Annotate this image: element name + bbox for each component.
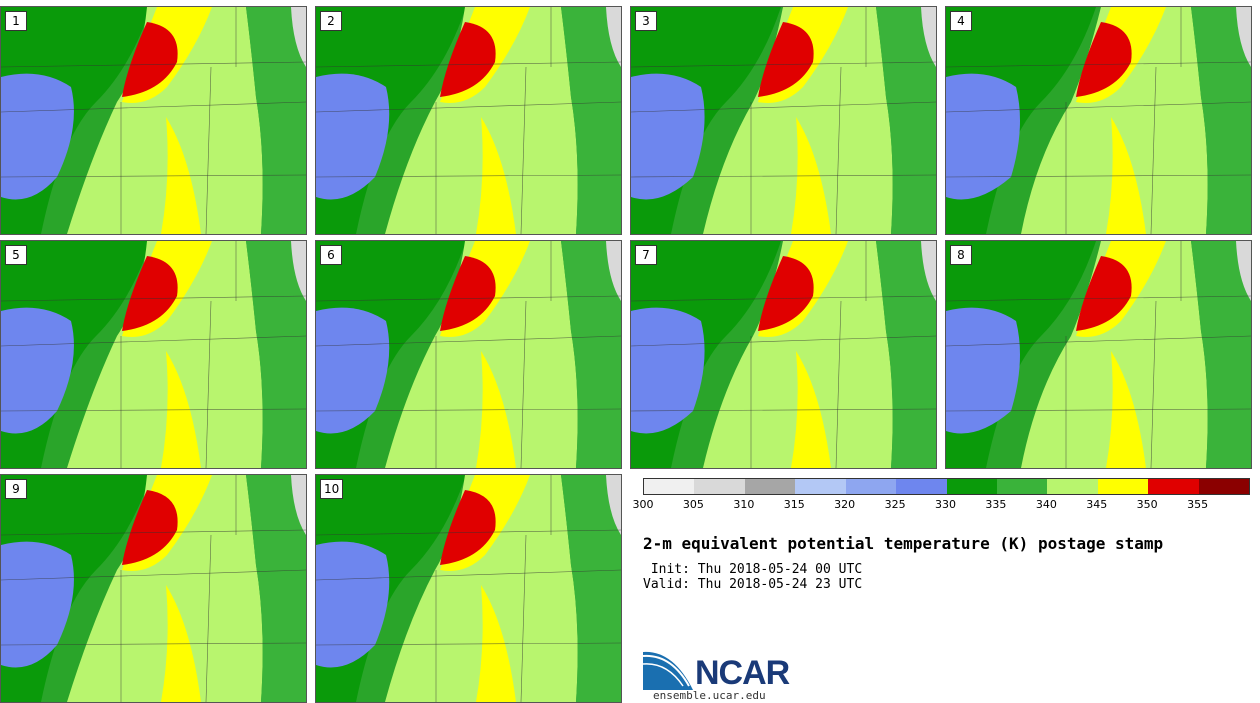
colorbar-swatch	[644, 479, 695, 494]
stamp-panel-1: 1	[0, 6, 307, 235]
stamp-panel-10: 10	[315, 474, 622, 703]
colorbar	[643, 478, 1250, 495]
valid-time: Valid: Thu 2018-05-24 23 UTC	[643, 577, 863, 592]
theta-e-field	[316, 7, 621, 234]
colorbar-swatch	[946, 479, 997, 494]
colorbar-tick-label: 345	[1086, 498, 1108, 511]
colorbar-tick-label: 310	[733, 498, 755, 511]
member-label: 6	[320, 245, 342, 265]
member-label: 2	[320, 11, 342, 31]
stamp-panel-6: 6	[315, 240, 622, 469]
stamp-panel-3: 3	[630, 6, 937, 235]
theta-e-field	[1, 241, 306, 468]
member-label: 1	[5, 11, 27, 31]
colorbar-swatch	[795, 479, 846, 494]
member-label: 3	[635, 11, 657, 31]
stamp-panel-8: 8	[945, 240, 1252, 469]
colorbar-swatch	[694, 479, 745, 494]
stamp-panel-5: 5	[0, 240, 307, 469]
stamp-panel-7: 7	[630, 240, 937, 469]
stamp-panel-2: 2	[315, 6, 622, 235]
colorbar-tick-label: 325	[884, 498, 906, 511]
colorbar-swatch	[1097, 479, 1149, 494]
member-label: 8	[950, 245, 972, 265]
colorbar-ticks: 300 305 310 315 320 325 330 335 340 345 350 355	[633, 498, 1248, 514]
stamp-panel-4: 4	[945, 6, 1252, 235]
member-label: 5	[5, 245, 27, 265]
colorbar-swatch	[896, 479, 947, 494]
colorbar-tick-label: 355	[1187, 498, 1209, 511]
colorbar-tick-label: 350	[1136, 498, 1158, 511]
theta-e-field	[316, 241, 621, 468]
theta-e-field	[1, 7, 306, 234]
colorbar-tick-label: 330	[935, 498, 956, 511]
member-label: 10	[320, 479, 344, 499]
colorbar-tick-label: 335	[985, 498, 1007, 511]
stamp-panel-9: 9	[0, 474, 307, 703]
colorbar-swatch	[845, 479, 897, 494]
colorbar-tick-label: 315	[783, 498, 805, 511]
theta-e-field	[631, 7, 936, 234]
member-label: 7	[635, 245, 657, 265]
colorbar-tick-label: 300	[632, 498, 654, 511]
colorbar-swatch	[996, 479, 1048, 494]
member-label: 4	[950, 11, 972, 31]
theta-e-field	[946, 7, 1251, 234]
colorbar-tick-label: 305	[682, 498, 704, 511]
ncar-logo-icon	[643, 651, 693, 690]
ncar-logo-text: NCAR	[695, 654, 790, 692]
theta-e-field	[316, 475, 621, 702]
plot-title: 2-m equivalent potential temperature (K)…	[643, 534, 1164, 553]
colorbar-swatch	[1047, 479, 1098, 494]
theta-e-field	[1, 475, 306, 702]
theta-e-field	[946, 241, 1251, 468]
init-time: Init: Thu 2018-05-24 00 UTC	[643, 562, 863, 577]
site-url: ensemble.ucar.edu	[653, 689, 766, 702]
colorbar-swatch	[1198, 479, 1250, 494]
colorbar-tick-label: 320	[834, 498, 856, 511]
colorbar-swatch	[1148, 479, 1199, 494]
member-label: 9	[5, 479, 27, 499]
theta-e-field	[631, 241, 936, 468]
colorbar-swatch	[744, 479, 796, 494]
colorbar-tick-label: 340	[1035, 498, 1057, 511]
